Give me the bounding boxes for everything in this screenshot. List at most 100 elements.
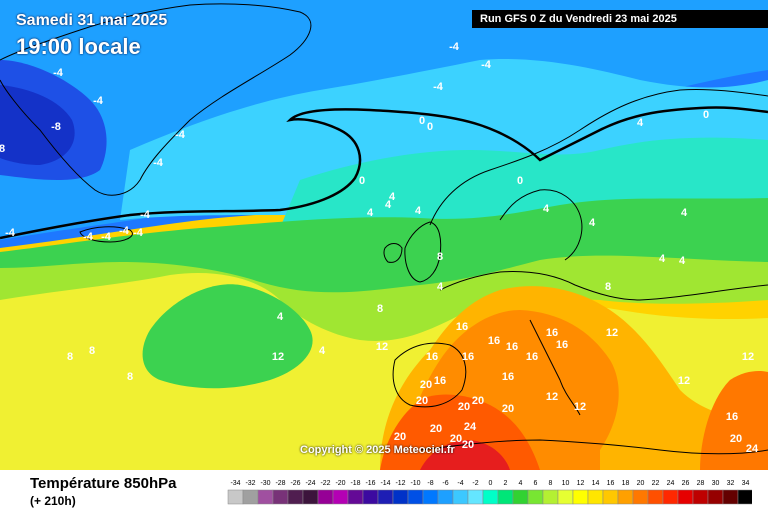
scale-swatch bbox=[347, 489, 364, 505]
contour-label: 20 bbox=[450, 433, 462, 445]
contour-label: -4 bbox=[133, 227, 144, 239]
scale-swatch bbox=[677, 489, 694, 505]
contour-label: 20 bbox=[472, 395, 484, 407]
scale-tick-label: -20 bbox=[335, 480, 345, 487]
scale-tick-label: -32 bbox=[245, 480, 255, 487]
scale-swatch bbox=[242, 489, 259, 505]
scale-swatch bbox=[602, 489, 619, 505]
contour-label: -8 bbox=[51, 121, 61, 133]
scale-swatch bbox=[317, 489, 334, 505]
scale-swatch bbox=[272, 489, 289, 505]
scale-swatch bbox=[497, 489, 514, 505]
contour-label: 4 bbox=[659, 253, 666, 265]
scale-tick-label: -4 bbox=[457, 480, 463, 487]
scale-tick-label: 28 bbox=[697, 480, 705, 487]
contour-label: 16 bbox=[502, 371, 514, 383]
coastlines bbox=[0, 3, 768, 455]
scale-tick-label: 32 bbox=[727, 480, 735, 487]
contour-label: 16 bbox=[456, 321, 468, 333]
contour-label: 12 bbox=[606, 327, 618, 339]
contour-label: 16 bbox=[506, 341, 518, 353]
contour-label: 0 bbox=[427, 121, 433, 133]
scale-tick-label: -8 bbox=[427, 480, 433, 487]
scale-swatch bbox=[257, 489, 274, 505]
scale-tick-label: 0 bbox=[489, 480, 493, 487]
scale-swatch bbox=[422, 489, 439, 505]
contour-label: 4 bbox=[589, 217, 596, 229]
contour-label: 12 bbox=[272, 351, 284, 363]
contour-label: 8 bbox=[605, 281, 611, 293]
scale-tick-label: 6 bbox=[534, 480, 538, 487]
scale-tick-label: -16 bbox=[365, 480, 375, 487]
contour-label: 8 bbox=[89, 345, 95, 357]
scale-tick-label: -34 bbox=[230, 480, 240, 487]
contour-label: 4 bbox=[367, 207, 374, 219]
contour-label: 16 bbox=[726, 411, 738, 423]
contour-label: 12 bbox=[376, 341, 388, 353]
contour-label: 4 bbox=[389, 191, 396, 203]
contour-label: -4 bbox=[140, 209, 151, 221]
contour-label: 12 bbox=[574, 401, 586, 413]
contour-label: 8 bbox=[67, 351, 73, 363]
cool-tongue bbox=[142, 284, 313, 389]
contour-label: 8 bbox=[437, 251, 443, 263]
contour-label: 8 bbox=[127, 371, 133, 383]
scale-tick-label: -2 bbox=[472, 480, 478, 487]
cold-core-inner bbox=[0, 85, 75, 165]
scale-tick-label: 10 bbox=[562, 480, 570, 487]
scale-tick-label: 16 bbox=[607, 480, 615, 487]
scale-swatch bbox=[737, 489, 752, 505]
scale-tick-label: -14 bbox=[380, 480, 390, 487]
contour-label: 16 bbox=[488, 335, 500, 347]
scale-tick-label: 12 bbox=[577, 480, 585, 487]
contour-label: 20 bbox=[502, 403, 514, 415]
contour-label: 12 bbox=[546, 391, 558, 403]
contour-label: 4 bbox=[543, 203, 550, 215]
contour-label: -4 bbox=[153, 157, 164, 169]
scale-tick-label: -28 bbox=[275, 480, 285, 487]
contour-label: 16 bbox=[526, 351, 538, 363]
contour-label: 0 bbox=[703, 109, 709, 121]
contour-label: 20 bbox=[730, 433, 742, 445]
contour-label: -4 bbox=[101, 231, 112, 243]
contour-label: 4 bbox=[681, 207, 688, 219]
scale-swatch bbox=[527, 489, 544, 505]
scale-swatch bbox=[662, 489, 679, 505]
contour-label: 4 bbox=[679, 255, 686, 267]
contour-label: 16 bbox=[434, 375, 446, 387]
contour-label: 4 bbox=[277, 311, 284, 323]
contour-label: 16 bbox=[546, 327, 558, 339]
scale-swatch bbox=[452, 489, 469, 505]
scale-tick-label: -24 bbox=[305, 480, 315, 487]
scale-swatch bbox=[557, 489, 574, 505]
scale-swatch bbox=[287, 489, 304, 505]
contour-label: -4 bbox=[83, 231, 94, 243]
contour-label: -4 bbox=[5, 227, 16, 239]
scale-swatch bbox=[392, 489, 409, 505]
scale-swatch bbox=[722, 489, 739, 505]
scale-tick-label: 2 bbox=[504, 480, 508, 487]
scale-tick-label: -10 bbox=[410, 480, 420, 487]
contour-label: 20 bbox=[416, 395, 428, 407]
scale-tick-label: -26 bbox=[290, 480, 300, 487]
contour-label: 12 bbox=[678, 375, 690, 387]
scale-tick-label: 34 bbox=[742, 480, 750, 487]
forecast-local-time: 19:00 locale bbox=[16, 34, 141, 59]
copyright-notice: Copyright © 2025 Meteociel.fr bbox=[300, 444, 455, 456]
band-20 bbox=[380, 394, 540, 470]
scale-swatch bbox=[707, 489, 724, 505]
field-title: Température 850hPa bbox=[30, 475, 177, 492]
scale-tick-label: -6 bbox=[442, 480, 448, 487]
scale-swatch bbox=[617, 489, 634, 505]
contour-label: 20 bbox=[420, 379, 432, 391]
scale-tick-label: -12 bbox=[395, 480, 405, 487]
contour-label: 16 bbox=[462, 351, 474, 363]
contour-label: 12 bbox=[742, 351, 754, 363]
contour-label: 24 bbox=[746, 443, 759, 455]
model-run-banner: Run GFS 0 Z du Vendredi 23 mai 2025 bbox=[472, 10, 768, 28]
scale-swatch bbox=[467, 489, 484, 505]
scale-swatch bbox=[377, 489, 394, 505]
